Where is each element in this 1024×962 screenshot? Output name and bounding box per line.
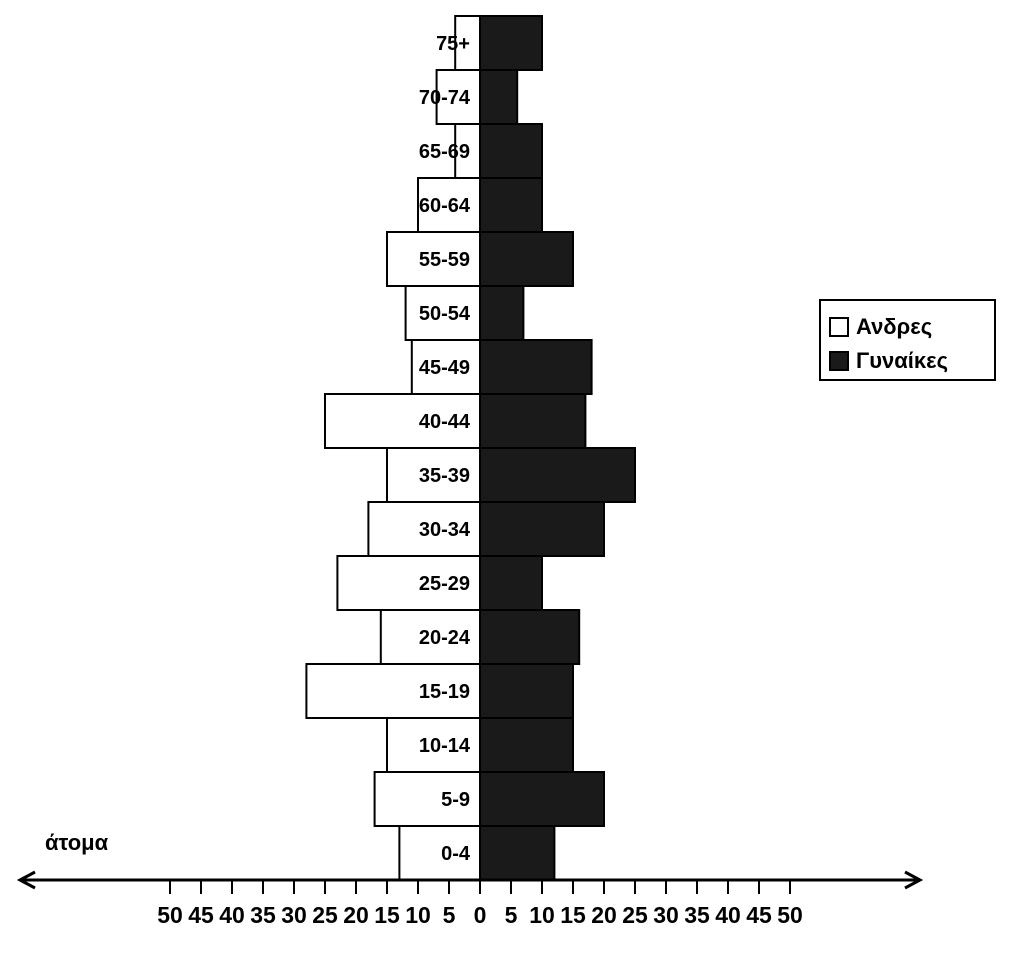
x-tick-label: 25 — [312, 902, 338, 928]
age-group-label: 75+ — [436, 33, 470, 55]
bar-female — [480, 772, 604, 826]
age-group-label: 45-49 — [419, 357, 470, 379]
legend-label: Ανδρες — [856, 314, 932, 339]
bar-female — [480, 70, 517, 124]
bar-female — [480, 286, 523, 340]
x-tick-label: 50 — [157, 902, 183, 928]
age-group-label: 25-29 — [419, 573, 470, 595]
x-tick-label: 30 — [281, 902, 307, 928]
x-tick-label: 20 — [591, 902, 617, 928]
x-tick-label: 15 — [374, 902, 400, 928]
bar-female — [480, 124, 542, 178]
population-pyramid-chart: 75+ 70-74 65-69 60-64 55-59 50-54 45-49 40-44 35… — [0, 0, 1024, 962]
bar-female — [480, 610, 579, 664]
bar-female — [480, 664, 573, 718]
x-tick-label: 5 — [443, 902, 456, 928]
legend-swatch — [830, 352, 848, 370]
age-group-label: 55-59 — [419, 249, 470, 271]
age-group-label: 15-19 — [419, 681, 470, 703]
bar-female — [480, 556, 542, 610]
y-axis-label: άτομα — [45, 830, 109, 855]
bar-female — [480, 340, 592, 394]
x-tick-label: 10 — [405, 902, 431, 928]
bar-female — [480, 502, 604, 556]
bar-female — [480, 718, 573, 772]
bar-female — [480, 178, 542, 232]
legend-swatch — [830, 318, 848, 336]
age-group-label: 10-14 — [419, 735, 471, 757]
x-tick-label: 10 — [529, 902, 555, 928]
legend-label: Γυναίκες — [856, 348, 948, 373]
x-tick-label: 45 — [188, 902, 214, 928]
bar-female — [480, 16, 542, 70]
bar-female — [480, 232, 573, 286]
x-tick-label: 15 — [560, 902, 586, 928]
age-group-label: 20-24 — [419, 627, 471, 649]
age-group-label: 35-39 — [419, 465, 470, 487]
x-tick-label: 35 — [250, 902, 276, 928]
age-group-label: 70-74 — [419, 87, 471, 109]
age-group-label: 65-69 — [419, 141, 470, 163]
x-tick-label: 20 — [343, 902, 369, 928]
x-tick-label: 50 — [777, 902, 803, 928]
x-tick-label: 40 — [715, 902, 741, 928]
x-tick-label: 35 — [684, 902, 710, 928]
age-group-label: 0-4 — [441, 843, 471, 865]
age-group-label: 60-64 — [419, 195, 471, 217]
age-group-label: 40-44 — [419, 411, 471, 433]
age-group-label: 5-9 — [441, 789, 470, 811]
bar-female — [480, 826, 554, 880]
bar-female — [480, 448, 635, 502]
x-tick-label: 25 — [622, 902, 648, 928]
x-tick-label: 40 — [219, 902, 245, 928]
x-tick-label: 0 — [474, 902, 487, 928]
age-group-label: 30-34 — [419, 519, 471, 541]
bar-female — [480, 394, 585, 448]
age-group-label: 50-54 — [419, 303, 471, 325]
x-tick-label: 5 — [505, 902, 518, 928]
x-tick-label: 45 — [746, 902, 772, 928]
x-tick-label: 30 — [653, 902, 679, 928]
